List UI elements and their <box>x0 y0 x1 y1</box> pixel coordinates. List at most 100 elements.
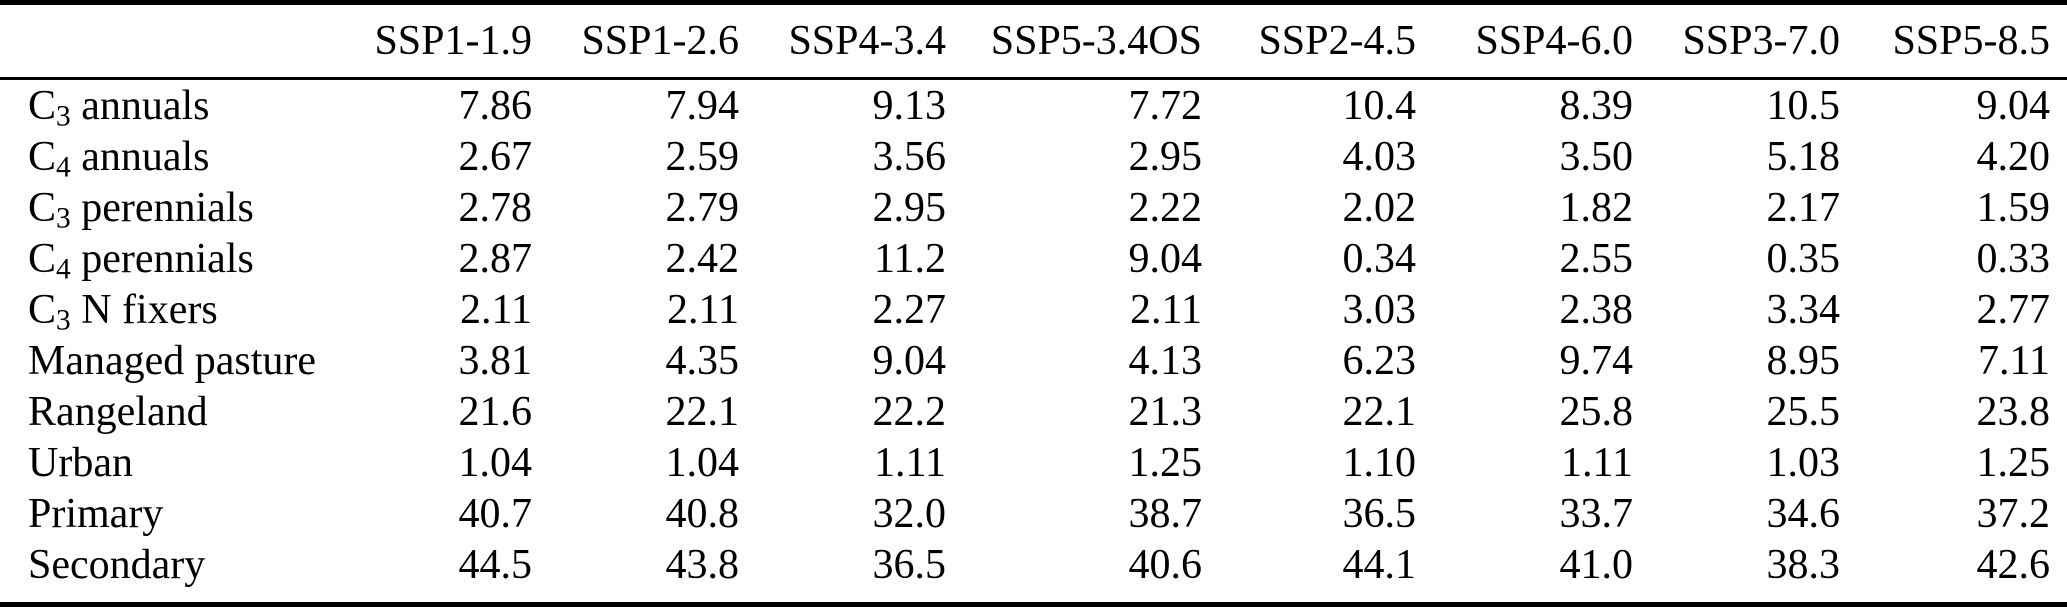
row-label-subscript: 3 <box>56 99 71 132</box>
value-cell: 1.10 <box>1342 439 1417 486</box>
corner-cell <box>0 5 330 80</box>
value-cell: 21.3 <box>1128 388 1203 435</box>
value-cell: 1.25 <box>1976 439 2051 486</box>
value-cell: 4.20 <box>1976 133 2051 180</box>
value-cell: 1.04 <box>458 439 533 486</box>
column-header: SSP4-6.0 <box>1416 5 1633 80</box>
value-cell: 2.11 <box>1130 286 1202 333</box>
value-cell: 1.25 <box>1128 439 1203 486</box>
value-cell: 38.7 <box>1128 490 1203 537</box>
value-cell: 2.95 <box>872 184 947 231</box>
row-label: C4 annuals <box>0 131 330 182</box>
value-cell: 3.81 <box>458 337 533 384</box>
value-cell: 0.33 <box>1976 235 2051 282</box>
value-cell: 3.34 <box>1766 286 1841 333</box>
table-row: C4 annuals 2.67 2.59 3.56 2.95 4.03 3.50 5.18 4… <box>0 131 2067 182</box>
value-cell: 25.5 <box>1766 388 1841 435</box>
value-cell: 43.8 <box>665 541 740 588</box>
row-label-head: C <box>28 82 57 129</box>
column-header: SSP4-3.4 <box>739 5 946 80</box>
value-cell: 7.86 <box>458 82 533 129</box>
value-cell: 1.11 <box>874 439 946 486</box>
row-label-subscript: 4 <box>56 150 71 183</box>
value-cell: 1.59 <box>1976 184 2051 231</box>
column-header: SSP1-2.6 <box>532 5 739 80</box>
table-row: C3 perennials 2.78 2.79 2.95 2.22 2.02 1.82 2.… <box>0 182 2067 233</box>
row-label: Secondary <box>0 539 330 590</box>
value-cell: 0.34 <box>1342 235 1417 282</box>
value-cell: 2.77 <box>1976 286 2051 333</box>
value-cell: 36.5 <box>872 541 947 588</box>
value-cell: 40.7 <box>458 490 533 537</box>
value-cell: 9.04 <box>872 337 947 384</box>
row-label-tail: perennials <box>70 184 254 231</box>
row-label: C3 perennials <box>0 182 330 233</box>
column-header: SSP1-1.9 <box>330 5 532 80</box>
row-label-head: Rangeland <box>28 388 208 435</box>
value-cell: 25.8 <box>1559 388 1634 435</box>
table-row: Urban 1.04 1.04 1.11 1.25 1.10 1.11 1.03 1.25 <box>0 437 2067 488</box>
value-cell: 7.11 <box>1978 337 2050 384</box>
value-cell: 10.5 <box>1766 82 1841 129</box>
value-cell: 2.11 <box>460 286 532 333</box>
column-header: SSP3-7.0 <box>1633 5 1840 80</box>
row-label-subscript: 3 <box>56 201 71 234</box>
value-cell: 9.04 <box>1976 82 2051 129</box>
row-label: Managed pasture <box>0 335 330 386</box>
row-label: C3 annuals <box>0 79 330 132</box>
value-cell: 3.03 <box>1342 286 1417 333</box>
column-header: SSP2-4.5 <box>1202 5 1416 80</box>
table-row: C3 N fixers 2.11 2.11 2.27 2.11 3.03 2.38 3.34… <box>0 284 2067 335</box>
value-cell: 21.6 <box>458 388 533 435</box>
value-cell: 2.95 <box>1128 133 1203 180</box>
value-cell: 0.35 <box>1766 235 1841 282</box>
row-label-head: C <box>28 235 57 282</box>
value-cell: 40.8 <box>665 490 740 537</box>
row-label: Rangeland <box>0 386 330 437</box>
header-row: SSP1-1.9 SSP1-2.6 SSP4-3.4 SSP5-3.4OS SSP2-4… <box>0 5 2067 80</box>
row-label-tail: annuals <box>70 133 210 180</box>
value-cell: 4.03 <box>1342 133 1417 180</box>
row-label: C3 N fixers <box>0 284 330 335</box>
table-top-rule <box>0 0 2067 5</box>
table-row: Secondary 44.5 43.8 36.5 40.6 44.1 41.0 38.3 42… <box>0 539 2067 590</box>
table-row: C4 perennials 2.87 2.42 11.2 9.04 0.34 2.55 0.… <box>0 233 2067 284</box>
row-label-subscript: 3 <box>56 303 71 336</box>
value-cell: 1.82 <box>1559 184 1634 231</box>
table-row: Managed pasture 3.81 4.35 9.04 4.13 6.23 9.74… <box>0 335 2067 386</box>
value-cell: 2.78 <box>458 184 533 231</box>
value-cell: 2.59 <box>665 133 740 180</box>
value-cell: 42.6 <box>1976 541 2051 588</box>
value-cell: 2.87 <box>458 235 533 282</box>
value-cell: 1.11 <box>1561 439 1633 486</box>
value-cell: 7.94 <box>665 82 740 129</box>
column-header: SSP5-3.4OS <box>946 5 1202 80</box>
row-label-head: C <box>28 184 57 231</box>
value-cell: 38.3 <box>1766 541 1841 588</box>
value-cell: 2.17 <box>1766 184 1841 231</box>
value-cell: 2.27 <box>872 286 947 333</box>
row-label-head: Urban <box>28 439 133 486</box>
table-row: C3 annuals 7.86 7.94 9.13 7.72 10.4 8.39 10.5 9… <box>0 79 2067 132</box>
row-label-tail: perennials <box>70 235 254 282</box>
table-body: C3 annuals 7.86 7.94 9.13 7.72 10.4 8.39 10.5 9… <box>0 79 2067 591</box>
value-cell: 2.42 <box>665 235 740 282</box>
column-header: SSP5-8.5 <box>1840 5 2067 80</box>
row-label-head: C <box>28 286 57 333</box>
value-cell: 2.02 <box>1342 184 1417 231</box>
value-cell: 3.56 <box>872 133 947 180</box>
row-label: Urban <box>0 437 330 488</box>
row-label-head: C <box>28 133 57 180</box>
value-cell: 1.04 <box>665 439 740 486</box>
value-cell: 10.4 <box>1342 82 1417 129</box>
value-cell: 3.50 <box>1559 133 1634 180</box>
value-cell: 2.55 <box>1559 235 1634 282</box>
row-label-tail: N fixers <box>70 286 218 333</box>
value-cell: 2.38 <box>1559 286 1634 333</box>
row-label-subscript: 4 <box>56 252 71 285</box>
value-cell: 9.13 <box>872 82 947 129</box>
value-cell: 36.5 <box>1342 490 1417 537</box>
value-cell: 8.39 <box>1559 82 1634 129</box>
value-cell: 5.18 <box>1766 133 1841 180</box>
